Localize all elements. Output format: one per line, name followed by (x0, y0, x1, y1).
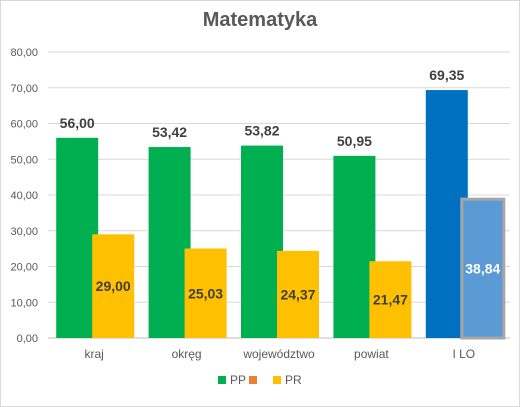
bar-pp (241, 145, 283, 338)
legend-label: PR (285, 373, 302, 387)
y-tick-label: 10,00 (10, 297, 38, 309)
y-tick-label: 70,00 (10, 83, 38, 95)
x-category-label: kraj (85, 347, 104, 361)
y-tick-label: 20,00 (10, 262, 38, 274)
bar-pr (460, 197, 506, 340)
y-tick-label: 40,00 (10, 190, 38, 202)
data-label-pp: 53,42 (152, 124, 187, 140)
data-label-pp: 56,00 (60, 115, 95, 131)
y-tick-label: 30,00 (10, 226, 38, 238)
bar-pr (184, 248, 227, 338)
x-category-label: okręg (172, 347, 202, 361)
y-tick-label: 60,00 (10, 119, 38, 131)
chart-title: Matematyka (202, 9, 318, 31)
data-label-pr: 25,03 (188, 285, 223, 301)
bar-pr (92, 234, 135, 338)
y-tick-label: 80,00 (10, 47, 38, 59)
x-category-label: powiat (354, 347, 389, 361)
legend-swatch (249, 376, 257, 384)
x-category-label: I LO (452, 347, 475, 361)
y-tick-label: 50,00 (10, 154, 38, 166)
data-label-pp: 53,82 (244, 123, 279, 139)
bar-pp (56, 137, 99, 338)
bar-pr (277, 250, 319, 338)
legend-swatch (273, 376, 281, 384)
x-category-label: województwo (242, 347, 315, 361)
data-label-pr: 38,84 (465, 261, 500, 277)
bar-pr (369, 261, 412, 338)
y-tick-label: 0,00 (17, 333, 38, 345)
data-label-pp: 50,95 (337, 133, 372, 149)
bar-pp (333, 155, 376, 338)
data-label-pp: 69,35 (429, 67, 464, 83)
data-label-pr: 24,37 (280, 286, 315, 302)
data-label-pr: 21,47 (373, 292, 408, 308)
legend-swatch (218, 376, 226, 384)
data-label-pr: 29,00 (96, 278, 131, 294)
bar-pp (148, 147, 191, 338)
legend-label: PP (230, 373, 246, 387)
